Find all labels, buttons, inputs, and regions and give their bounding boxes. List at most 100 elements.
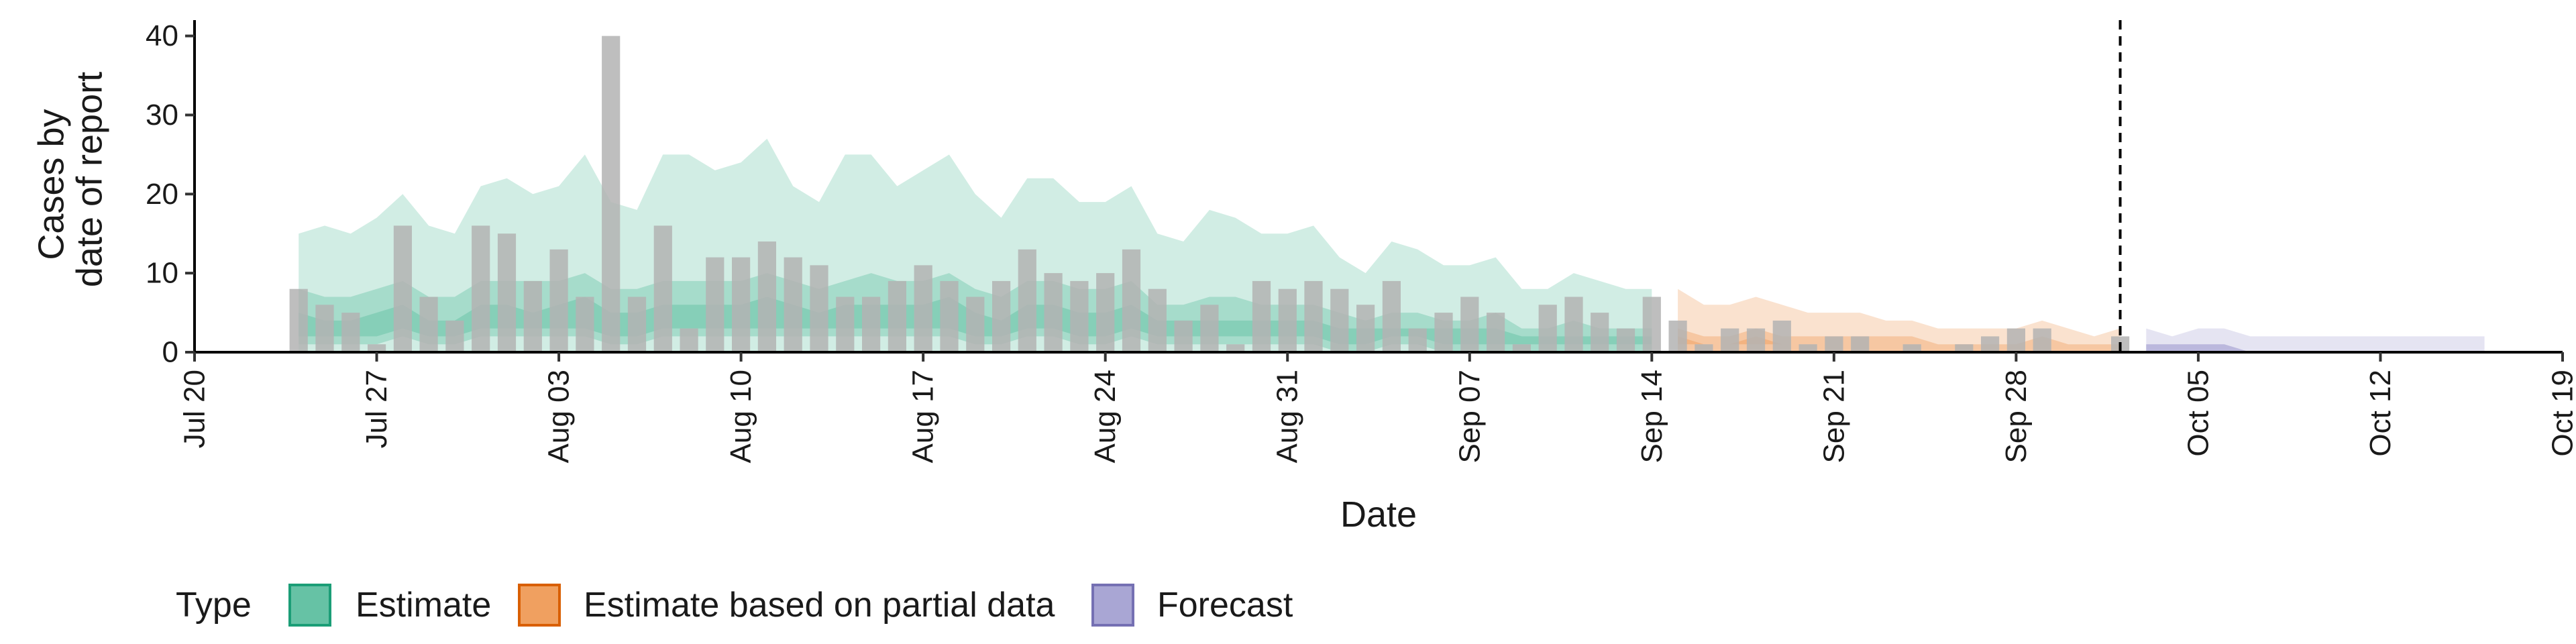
bar (1408, 328, 1427, 352)
bar (497, 233, 517, 352)
bar (732, 257, 751, 352)
bar (1174, 320, 1193, 352)
ribbon-1-2 (1678, 336, 2121, 345)
series-2 (2146, 328, 2485, 352)
bar (2033, 328, 2051, 352)
bar (1252, 280, 1271, 352)
bar (966, 297, 985, 352)
y-axis-title: Cases by date of report (32, 72, 110, 287)
bar (1434, 313, 1453, 352)
bar (1851, 336, 1870, 352)
bar (1096, 273, 1115, 352)
bar (627, 297, 647, 352)
bar (836, 297, 855, 352)
bar (1226, 344, 1245, 352)
bar (1200, 305, 1219, 352)
bar (576, 297, 594, 352)
x-axis: Jul 20 Jul 27 Aug 03 Aug 10 Aug 17 Aug 24 Aug … (178, 351, 2576, 463)
bar (1304, 280, 1323, 352)
y-axis: 0 10 20 30 40 (146, 19, 196, 369)
legend-label: Forecast (1157, 586, 1293, 625)
bar (888, 280, 906, 352)
x-tick-label: Sep 21 (1817, 370, 1850, 463)
y-tick-label: 20 (146, 178, 178, 211)
bar (472, 225, 490, 352)
bars (289, 36, 2130, 352)
y-axis-title-line-2: date of report (69, 72, 109, 287)
y-tick-label: 10 (146, 257, 178, 290)
bar (784, 257, 802, 352)
bar (757, 241, 776, 352)
bar (1122, 249, 1141, 352)
x-tick-label: Jul 27 (360, 370, 393, 448)
bar (653, 225, 672, 352)
bar (1981, 336, 2000, 352)
x-tick-label: Oct 19 (2546, 370, 2576, 457)
bar (315, 305, 334, 352)
y-tick-label: 0 (162, 336, 178, 369)
x-tick-label: Oct 05 (2182, 370, 2214, 457)
bar (419, 297, 438, 352)
bar (1746, 328, 1766, 352)
x-tick-label: Aug 24 (1089, 370, 1122, 463)
y-tick-label: 40 (146, 19, 178, 52)
bar (1564, 297, 1583, 352)
series-1 (1678, 288, 2121, 352)
bar (1148, 288, 1167, 352)
bar (2006, 328, 2025, 352)
bar (1382, 280, 1401, 352)
legend: Type Estimate Estimate based on partial da… (176, 584, 1293, 627)
bar (1642, 297, 1661, 352)
x-tick-label: Sep 07 (1453, 370, 1486, 463)
bar (1356, 305, 1375, 352)
bar (1616, 328, 1635, 352)
bar (1668, 320, 1687, 352)
x-tick-label: Sep 14 (1635, 370, 1668, 463)
bar (1538, 305, 1557, 352)
bar (289, 288, 308, 352)
legend-label: Estimate based on partial data (584, 586, 1055, 625)
bar (1721, 328, 1739, 352)
bar (602, 36, 621, 352)
bar (810, 265, 828, 352)
bar (992, 280, 1011, 352)
x-tick-label: Aug 17 (907, 370, 940, 463)
bar (1070, 280, 1089, 352)
x-tick-label: Oct 12 (2364, 370, 2397, 457)
legend-label: Estimate (356, 586, 491, 625)
bar (523, 280, 542, 352)
bar (1044, 273, 1063, 352)
bar (1955, 344, 1974, 352)
plot-area (289, 20, 2485, 353)
bar (549, 249, 568, 352)
x-tick-label: Aug 10 (724, 370, 757, 463)
bar (1799, 344, 1817, 352)
x-tick-label: Jul 20 (178, 370, 211, 448)
bar (1460, 297, 1479, 352)
bar (706, 257, 724, 352)
bar (1695, 344, 1713, 352)
y-tick-label: 30 (146, 99, 178, 131)
legend-key (1091, 584, 1134, 627)
x-axis-title: Date (1340, 494, 1417, 535)
bar (1902, 344, 1921, 352)
bar (368, 344, 386, 352)
bar (341, 313, 360, 352)
bar (1825, 336, 1843, 352)
bar (393, 225, 412, 352)
bar (862, 297, 881, 352)
x-tick-label: Aug 31 (1271, 370, 1304, 463)
x-tick-label: Sep 28 (2000, 370, 2033, 463)
bar (1487, 313, 1505, 352)
bar (1591, 313, 1609, 352)
bar (1278, 288, 1297, 352)
bar (1512, 344, 1531, 352)
x-tick-label: Aug 03 (543, 370, 576, 463)
bar (940, 280, 959, 352)
bar (1018, 249, 1036, 352)
bar (445, 320, 464, 352)
bar (1772, 320, 1791, 352)
bar (680, 328, 698, 352)
ribbon-2-2 (2146, 344, 2485, 352)
